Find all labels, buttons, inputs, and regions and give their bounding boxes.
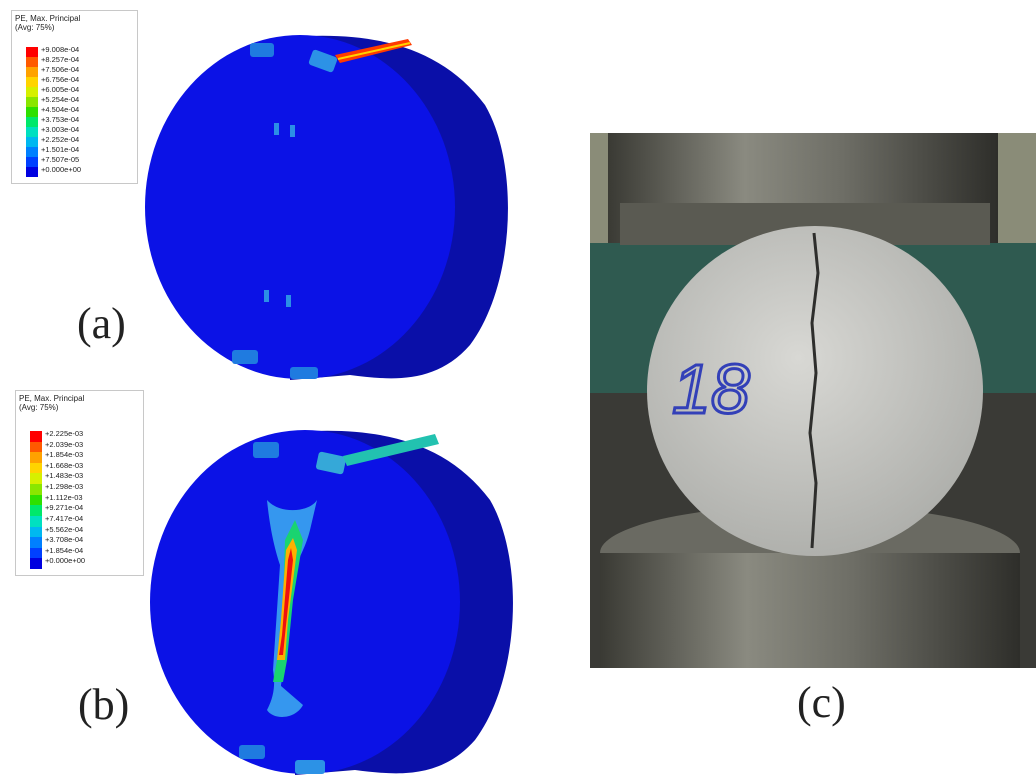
legend-a-swatch [26,57,38,67]
cylinder-face-a [145,35,455,379]
specimen-crack [808,232,820,549]
legend-b-value: +0.000e+00 [45,556,86,566]
legend-a-title-line2: (Avg: 75%) [15,23,55,32]
legend-b-swatch [30,558,42,569]
legend-a-swatch [26,97,38,107]
legend-a-swatch [26,77,38,87]
legend-b-value: +1.112e-03 [45,492,83,502]
legend-b-swatch [30,484,42,495]
legend-a-value: +6.005e-04 [41,85,80,94]
label-c: (c) [797,678,846,727]
legend-b-value: +2.039e-03 [45,439,84,449]
legend-a-value: +9.008e-04 [41,45,80,54]
legend-b-value: +2.225e-03 [45,429,84,438]
legend-a-value: +2.252e-04 [41,135,80,144]
load-strip-bottom-left-a [232,350,258,364]
legend-b-swatch [30,494,42,506]
legend-a-value: +8.257e-04 [41,55,80,64]
legend-a-swatch [26,157,38,167]
legend-b-value: +1.668e-03 [45,460,84,470]
legend-b-title-line1: PE, Max. Principal [19,394,85,403]
legend-b-value: +3.708e-04 [45,535,84,545]
legend-a-swatch [26,167,38,177]
legend-b-value: +5.562e-04 [45,524,84,534]
load-strip-bottom-right-b [295,760,325,774]
legend-b-swatch [30,452,42,463]
legend-b-swatch [30,526,42,538]
legend-a-value: +5.254e-04 [41,95,80,104]
legend-a-value: +7.507e-05 [41,155,80,164]
mark-a-1 [274,123,279,135]
legend-b-title-line2: (Avg: 75%) [19,403,59,412]
legend-a-value: +3.003e-04 [41,125,80,134]
load-strip-top-left-a [250,43,274,57]
strain-band-top-b [343,434,439,466]
legend-a-value: +1.501e-04 [41,145,80,154]
label-a: (a) [77,299,126,348]
legend-a-value: +3.753e-04 [41,115,80,124]
legend-a-swatch [26,137,38,147]
lower-platen-body [600,553,1020,668]
legend-a-swatch [26,117,38,127]
legend-a: PE, Max. Principal (Avg: 75%) +9.008e-04… [11,10,138,184]
load-strip-top-right-b [315,451,347,475]
legend-b-swatch [30,431,42,442]
legend-a-value: +4.504e-04 [41,105,80,114]
legend-b-value: +1.854e-03 [45,450,84,460]
legend-b-value: +1.854e-04 [45,545,84,555]
legend-b: PE, Max. Principal (Avg: 75%) +2.225e-03… [15,390,144,576]
legend-a-value: +7.506e-04 [41,65,80,74]
label-b: (b) [78,680,130,729]
legend-b-scale: +2.225e-03 +2.039e-03 +1.854e-03 +1.668e-03… [30,429,140,569]
legend-b-value: +9.271e-04 [45,503,84,513]
legend-a-swatch [26,47,38,57]
legend-b-swatch [30,473,42,485]
legend-b-swatch [30,505,42,516]
legend-a-value: +6.756e-04 [41,75,80,84]
mark-a-4 [286,295,291,307]
mark-a-3 [264,290,269,302]
fe-model-a [145,35,508,381]
legend-b-swatch [30,547,42,559]
cylinder-face-b [150,430,460,774]
load-strip-top-left-b [253,442,279,458]
crack-zone-red-b [279,548,293,655]
load-strip-top-right-a [308,49,338,73]
specimen-photo-drawing: 18 [590,133,1036,668]
legend-a-scale: +9.008e-04 +8.257e-04 +7.506e-04 +6.756e-04… [26,45,134,177]
fe-model-b [150,430,513,775]
legend-a-title-line1: PE, Max. Principal [15,14,81,23]
legend-b-value: +7.417e-04 [45,513,84,523]
mark-a-2 [290,125,295,137]
legend-b-swatch [30,515,42,527]
legend-a-value: +0.000e+00 [41,165,82,174]
legend-a-swatch [26,67,38,77]
specimen-photo: 18 [590,133,1036,668]
load-strip-bottom-right-a [290,367,318,379]
legend-a-swatch [26,107,38,117]
specimen-marking: 18 [672,350,750,428]
legend-a-swatch [26,127,38,137]
legend-b-swatch [30,462,42,474]
legend-a-swatch [26,147,38,157]
load-strip-bottom-left-b [239,745,265,759]
legend-b-value: +1.298e-03 [45,482,84,492]
legend-b-value: +1.483e-03 [45,471,84,481]
legend-b-swatch [30,441,42,453]
legend-a-swatch [26,87,38,97]
legend-b-swatch [30,537,42,548]
strain-band-edge-a [337,42,411,60]
